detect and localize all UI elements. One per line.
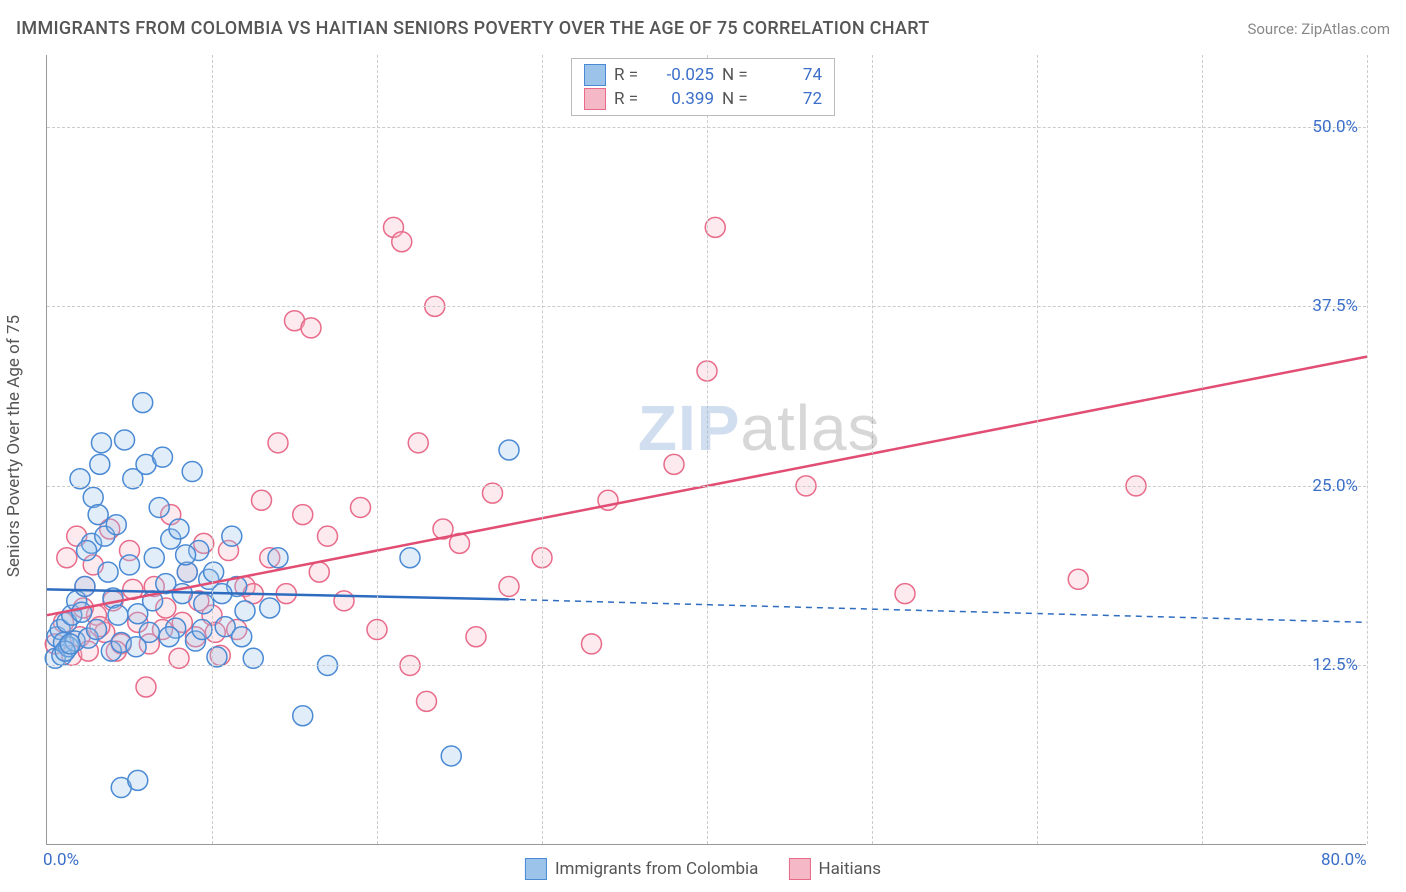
scatter-point <box>222 526 242 546</box>
gridline-v <box>377 55 378 844</box>
scatter-point <box>136 677 156 697</box>
legend-item-colombia: Immigrants from Colombia <box>525 858 759 880</box>
chart-title: IMMIGRANTS FROM COLOMBIA VS HAITIAN SENI… <box>16 18 930 39</box>
x-tick-label: 0.0% <box>43 850 79 870</box>
x-tick-label: 80.0% <box>1321 850 1367 870</box>
scatter-point <box>293 706 313 726</box>
scatter-point <box>1068 569 1088 589</box>
source-attribution: Source: ZipAtlas.com <box>1247 20 1390 38</box>
scatter-point <box>582 634 602 654</box>
scatter-point <box>182 462 202 482</box>
gridline-v <box>1202 55 1203 844</box>
scatter-point <box>169 519 189 539</box>
scatter-point <box>72 602 92 622</box>
gridline-v <box>1367 55 1368 844</box>
scatter-point <box>301 318 321 338</box>
scatter-point <box>334 591 354 611</box>
scatter-point <box>705 217 725 237</box>
scatter-point <box>232 627 252 647</box>
chart-container: IMMIGRANTS FROM COLOMBIA VS HAITIAN SENI… <box>0 0 1406 892</box>
scatter-point <box>260 598 280 618</box>
scatter-point <box>75 576 95 596</box>
scatter-point <box>351 497 371 517</box>
scatter-point <box>128 770 148 790</box>
r-label: R = <box>614 89 648 109</box>
n-value-haitians: 72 <box>764 89 822 109</box>
y-tick-label: 12.5% <box>1312 655 1358 675</box>
scatter-point <box>90 454 110 474</box>
scatter-point <box>408 433 428 453</box>
scatter-point <box>392 232 412 252</box>
scatter-point <box>88 505 108 525</box>
scatter-point <box>106 515 126 535</box>
scatter-point <box>192 620 212 640</box>
scatter-point <box>194 594 214 614</box>
r-value-haitians: 0.399 <box>656 89 714 109</box>
trend-line-dashed <box>509 599 1367 622</box>
y-tick-label: 37.5% <box>1312 296 1358 316</box>
scatter-point <box>441 746 461 766</box>
scatter-point <box>126 637 146 657</box>
n-value-colombia: 74 <box>764 65 822 85</box>
scatter-point <box>144 548 164 568</box>
scatter-point <box>115 430 135 450</box>
scatter-point <box>499 576 519 596</box>
scatter-point <box>153 447 173 467</box>
scatter-point <box>318 526 338 546</box>
scatter-point <box>159 627 179 647</box>
scatter-point <box>204 562 224 582</box>
scatter-point <box>120 555 140 575</box>
legend-swatch-haitians <box>788 858 810 880</box>
scatter-point <box>87 620 107 640</box>
scatter-point <box>400 548 420 568</box>
scatter-point <box>895 584 915 604</box>
swatch-colombia <box>584 64 606 86</box>
scatter-point <box>417 691 437 711</box>
legend-label-colombia: Immigrants from Colombia <box>555 859 759 879</box>
r-value-colombia: -0.025 <box>656 65 714 85</box>
stats-row-haitians: R = 0.399 N = 72 <box>584 87 822 111</box>
r-label: R = <box>614 65 648 85</box>
legend-item-haitians: Haitians <box>788 858 881 880</box>
scatter-point <box>268 548 288 568</box>
gridline-v <box>1037 55 1038 844</box>
gridline-v <box>707 55 708 844</box>
correlation-stats-box: R = -0.025 N = 74 R = 0.399 N = 72 <box>571 58 835 116</box>
swatch-haitians <box>584 88 606 110</box>
scatter-point <box>466 627 486 647</box>
n-label: N = <box>722 65 756 85</box>
scatter-point <box>91 433 111 453</box>
legend-swatch-colombia <box>525 858 547 880</box>
scatter-point <box>207 647 227 667</box>
bottom-legend: Immigrants from Colombia Haitians <box>525 858 881 880</box>
legend-label-haitians: Haitians <box>818 859 881 879</box>
scatter-point <box>57 548 77 568</box>
scatter-point <box>268 433 288 453</box>
scatter-point <box>235 601 255 621</box>
n-label: N = <box>722 89 756 109</box>
scatter-point <box>108 605 128 625</box>
scatter-point <box>293 505 313 525</box>
scatter-point <box>309 562 329 582</box>
stats-row-colombia: R = -0.025 N = 74 <box>584 63 822 87</box>
scatter-point <box>98 562 118 582</box>
y-axis-label: Seniors Poverty Over the Age of 75 <box>4 315 24 577</box>
scatter-point <box>149 497 169 517</box>
scatter-point <box>60 634 80 654</box>
y-tick-label: 25.0% <box>1312 476 1358 496</box>
gridline-v <box>542 55 543 844</box>
title-bar: IMMIGRANTS FROM COLOMBIA VS HAITIAN SENI… <box>16 18 1390 39</box>
scatter-point <box>133 393 153 413</box>
gridline-v <box>212 55 213 844</box>
scatter-point <box>664 454 684 474</box>
scatter-point <box>499 440 519 460</box>
scatter-point <box>77 541 97 561</box>
y-tick-label: 50.0% <box>1312 117 1358 137</box>
scatter-point <box>252 490 272 510</box>
scatter-point <box>176 545 196 565</box>
gridline-v <box>872 55 873 844</box>
plot-area: 12.5%25.0%37.5%50.0%0.0%80.0% <box>46 55 1366 845</box>
